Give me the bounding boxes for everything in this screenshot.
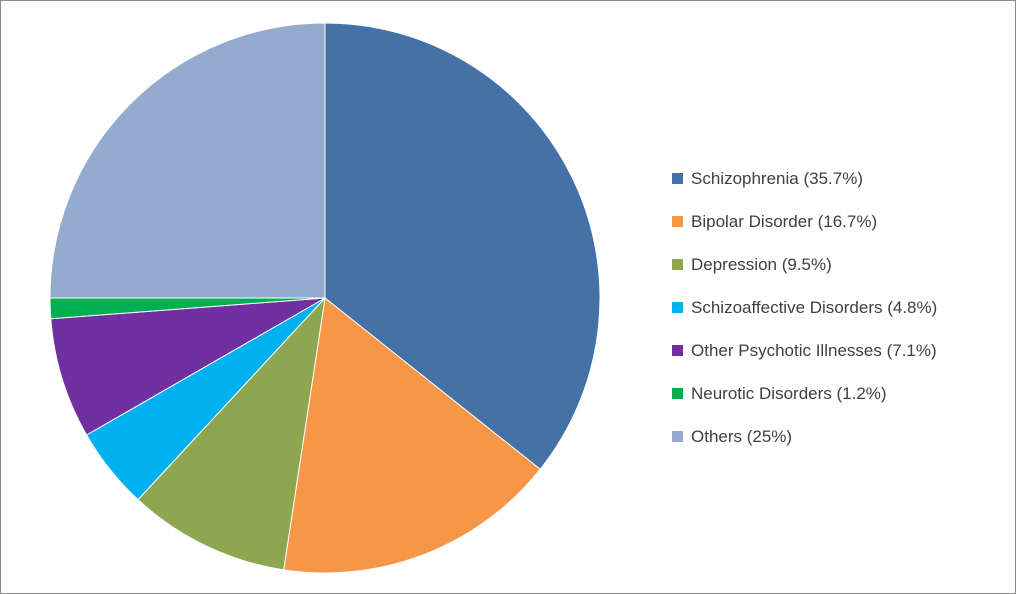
legend-label-bipolar-disorder: Bipolar Disorder (16.7%) [691,211,878,231]
pie-slice-others [49,22,326,299]
legend-label-schizoaffective-disorders: Schizoaffective Disorders (4.8%) [691,297,938,317]
legend-item-schizoaffective-disorders: Schizoaffective Disorders (4.8%) [672,286,1012,329]
legend-swatch-neurotic-disorders [672,388,683,399]
legend-label-schizophrenia: Schizophrenia (35.7%) [691,168,863,188]
legend-item-schizophrenia: Schizophrenia (35.7%) [672,157,1012,200]
legend-item-depression: Depression (9.5%) [672,243,1012,286]
pie-slice-bipolar-disorder [283,297,541,574]
legend-item-bipolar-disorder: Bipolar Disorder (16.7%) [672,200,1012,243]
legend-swatch-schizoaffective-disorders [672,302,683,313]
legend-swatch-other-psychotic-illnesses [672,345,683,356]
legend-label-neurotic-disorders: Neurotic Disorders (1.2%) [691,383,887,403]
legend-label-other-psychotic-illnesses: Other Psychotic Illnesses (7.1%) [691,340,937,360]
legend-label-depression: Depression (9.5%) [691,254,832,274]
legend-item-other-psychotic-illnesses: Other Psychotic Illnesses (7.1%) [672,329,1012,372]
legend-item-others: Others (25%) [672,415,1012,458]
legend-swatch-others [672,431,683,442]
legend-swatch-depression [672,259,683,270]
legend-item-neurotic-disorders: Neurotic Disorders (1.2%) [672,372,1012,415]
legend-swatch-bipolar-disorder [672,216,683,227]
pie-slice-schizophrenia [324,22,601,470]
legend-label-others: Others (25%) [691,426,793,446]
legend: Schizophrenia (35.7%) Bipolar Disorder (… [672,157,1012,458]
pie-slice-depression [137,296,326,571]
pie-slice-other-psychotic-illnesses [50,297,326,436]
legend-swatch-schizophrenia [672,173,683,184]
